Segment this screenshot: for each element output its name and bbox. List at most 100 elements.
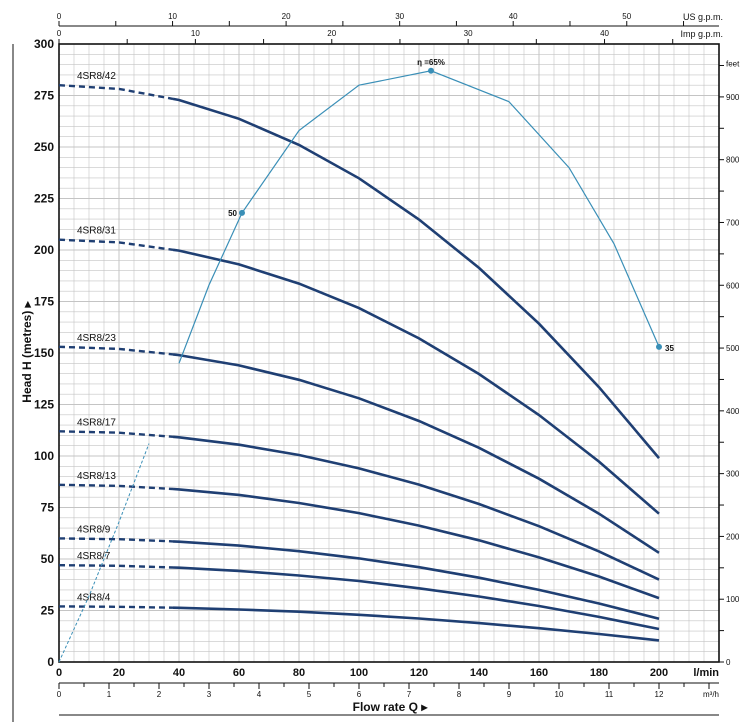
m3h-tick-label: 7 <box>407 690 412 699</box>
y-tick-label: 200 <box>34 243 54 257</box>
efficiency-label: 50 <box>228 209 237 218</box>
x-tick-label: 100 <box>350 667 368 679</box>
y-tick-label: 25 <box>41 604 55 618</box>
imp-gpm-tick-label: 20 <box>327 29 336 38</box>
m3h-tick-label: 9 <box>507 690 512 699</box>
efficiency-marker <box>239 209 245 216</box>
y-tick-label: 75 <box>41 501 55 515</box>
series-label: 4SR8/31 <box>77 226 116 237</box>
m3h-tick-label: 4 <box>257 690 262 699</box>
pump-curve-4SR8/42 <box>172 97 660 459</box>
x-tick-label: 20 <box>113 667 125 679</box>
feet-unit-label: feet <box>726 60 740 69</box>
m3h-tick-label: 2 <box>157 690 162 699</box>
grid <box>58 43 720 663</box>
pump-curves: 4SR8/42 4SR8/31 4SR8/23 4SR8/17 4SR8/13 4SR8/… <box>58 71 660 642</box>
m3h-tick-label: 11 <box>605 690 614 699</box>
x-tick-label: 140 <box>470 667 488 679</box>
x-axis-label: Flow rate Q ▸ <box>353 700 429 714</box>
pump-curve-4SR8/31 <box>172 248 660 515</box>
y-tick-label: 275 <box>34 89 54 103</box>
y-tick-label: 150 <box>34 346 54 360</box>
pump-curve-4SR8/23 <box>172 353 660 554</box>
m3h-tick-label: 5 <box>307 690 312 699</box>
m3h-tick-label: 1 <box>107 690 112 699</box>
efficiency-curve: 50 η =65% 35 <box>58 58 674 663</box>
y-tick-label: 300 <box>34 37 54 51</box>
pump-curve-dashed-4SR8/31 <box>58 238 174 251</box>
series-label: 4SR8/42 <box>77 71 116 82</box>
imp-gpm-unit-label: Imp g.p.m. <box>680 29 723 39</box>
pump-curve-dashed-4SR8/23 <box>58 345 174 356</box>
us-gpm-tick-label: 20 <box>282 12 291 21</box>
series-label: 4SR8/13 <box>77 471 116 482</box>
feet-tick-label: 600 <box>726 281 740 290</box>
m3h-tick-label: 8 <box>457 690 462 699</box>
arrow-right-icon: ▸ <box>20 300 34 310</box>
x-tick-label: 60 <box>233 667 245 679</box>
feet-tick-label: 700 <box>726 218 740 227</box>
series-label: 4SR8/7 <box>77 551 111 562</box>
imp-gpm-tick-label: 30 <box>464 29 473 38</box>
us-gpm-unit-label: US g.p.m. <box>683 12 723 22</box>
feet-tick-label: 900 <box>726 93 740 102</box>
feet-tick-label: 300 <box>726 470 740 479</box>
x-tick-label: 0 <box>56 667 62 679</box>
efficiency-curve-line <box>178 70 660 364</box>
x-tick-label: 40 <box>173 667 185 679</box>
pump-curve-dashed-4SR8/13 <box>58 483 174 491</box>
efficiency-marker <box>428 67 434 74</box>
series-label: 4SR8/23 <box>77 333 116 344</box>
y-tick-label: 100 <box>34 449 54 463</box>
m3h-unit-label: m³/h <box>703 690 719 699</box>
m3h-tick-label: 10 <box>555 690 564 699</box>
pump-curve-4SR8/9 <box>172 540 660 620</box>
arrow-right-icon: ▸ <box>418 700 428 714</box>
us-gpm-tick-label: 10 <box>168 12 177 21</box>
y-axis-label-text: Head H (metres) <box>20 311 34 403</box>
feet-tick-label: 100 <box>726 595 740 604</box>
feet-tick-label: 400 <box>726 407 740 416</box>
feet-tick-label: 0 <box>726 658 731 667</box>
series-label: 4SR8/17 <box>77 417 116 428</box>
y-tick-label: 225 <box>34 192 54 206</box>
pump-curve-dashed-4SR8/42 <box>58 84 174 101</box>
us-gpm-tick-label: 0 <box>57 12 62 21</box>
y-axis-label: Head H (metres) ▸ <box>20 300 34 402</box>
plot-frame <box>58 43 720 663</box>
x-axis-label-text: Flow rate Q <box>353 700 418 714</box>
m3h-tick-label: 6 <box>357 690 362 699</box>
x-tick-label: 120 <box>410 667 428 679</box>
pump-curve-dashed-4SR8/17 <box>58 430 174 438</box>
pump-curve-4SR8/4 <box>172 606 660 642</box>
feet-tick-label: 800 <box>726 156 740 165</box>
us-gpm-tick-label: 30 <box>395 12 404 21</box>
y-tick-label: 250 <box>34 140 54 154</box>
x-tick-label: 180 <box>590 667 608 679</box>
efficiency-label: η =65% <box>417 58 445 67</box>
pump-curve-dashed-4SR8/9 <box>58 537 174 543</box>
efficiency-label: 35 <box>665 344 674 353</box>
efficiency-marker <box>656 343 662 350</box>
imp-gpm-tick-label: 10 <box>191 29 200 38</box>
pump-curve-dashed-4SR8/4 <box>58 605 174 609</box>
series-label: 4SR8/4 <box>77 592 111 603</box>
feet-tick-label: 200 <box>726 532 740 541</box>
m3h-tick-label: 3 <box>207 690 212 699</box>
pump-curve-dashed-4SR8/7 <box>58 564 174 569</box>
x-unit-label: l/min <box>693 667 719 679</box>
m3h-tick-label: 12 <box>655 690 664 699</box>
imp-gpm-tick-label: 0 <box>57 29 62 38</box>
imp-gpm-tick-label: 40 <box>600 29 609 38</box>
x-tick-label: 80 <box>293 667 305 679</box>
x-tick-label: 200 <box>650 667 668 679</box>
pump-curve-4SR8/13 <box>172 487 660 600</box>
efficiency-curve-dashed <box>58 443 150 663</box>
m3h-tick-label: 0 <box>57 690 62 699</box>
y-tick-label: 125 <box>34 398 54 412</box>
y-tick-label: 0 <box>47 655 54 669</box>
pump-curve-4SR8/17 <box>172 435 660 581</box>
pump-curve-4SR8/7 <box>172 566 660 631</box>
